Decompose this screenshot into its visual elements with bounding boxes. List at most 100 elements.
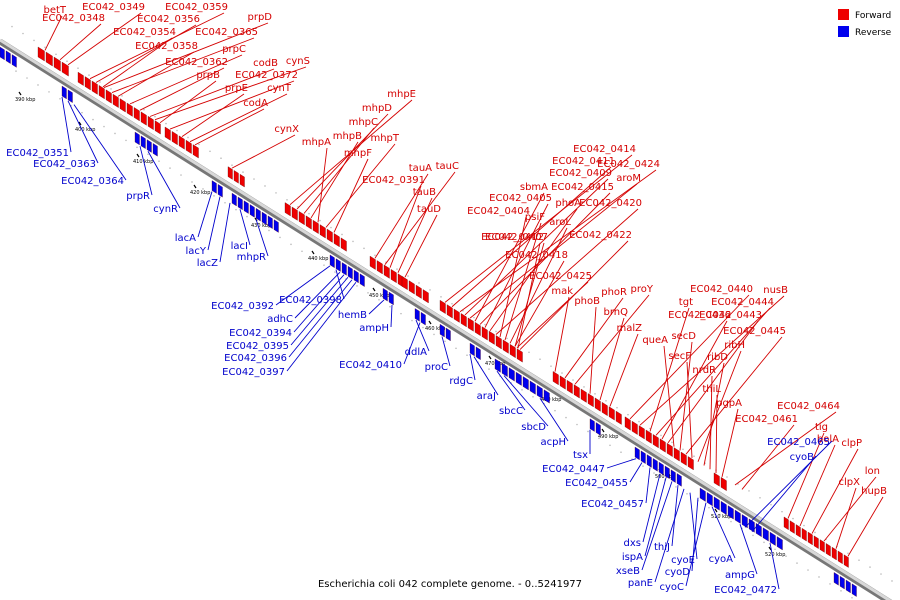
forward-gene-label: EC042_0362 [165, 57, 228, 68]
forward-gene [133, 107, 140, 122]
dot [653, 472, 655, 474]
dot [455, 347, 457, 350]
reverse-leader-line [654, 488, 685, 583]
dot [88, 74, 90, 76]
dot [389, 305, 391, 308]
reverse-leader-line [641, 481, 673, 571]
reverse-gene-label: proC [425, 362, 448, 373]
reverse-gene [762, 527, 769, 542]
forward-gene-label: prpE [225, 83, 248, 94]
dot [686, 493, 688, 495]
forward-gene-label: EC042_0404 [467, 206, 530, 217]
reverse-leader-line [689, 492, 698, 560]
forward-gene-label: mhpT [370, 133, 399, 144]
forward-leader-line [489, 208, 578, 331]
forward-gene-label: aroM [616, 173, 641, 184]
forward-gene [488, 330, 495, 345]
forward-gene [227, 166, 233, 180]
reverse-leader-line [368, 299, 385, 315]
reverse-gene [727, 505, 734, 520]
dot [22, 32, 24, 35]
dot [235, 208, 237, 211]
forward-gene-label: malZ [617, 323, 643, 334]
forward-gene [192, 144, 199, 159]
forward-gene [53, 56, 61, 72]
forward-leader-line [154, 66, 307, 121]
forward-gene [680, 451, 687, 466]
reverse-gene [646, 454, 652, 468]
reverse-gene [469, 342, 475, 357]
dot [213, 195, 215, 197]
forward-gene-label: prpC [222, 44, 246, 55]
forward-gene [819, 539, 825, 553]
forward-leader-line [649, 307, 690, 432]
forward-leader-line [504, 222, 542, 341]
kbp-tick-label: 430 kbp [251, 223, 271, 229]
reverse-gene [640, 450, 646, 464]
forward-leader-line [517, 242, 541, 349]
dot [279, 236, 281, 239]
dot [466, 354, 468, 357]
reverse-leader-line [288, 279, 353, 358]
reverse-gene [347, 265, 353, 280]
dot [11, 25, 13, 28]
dot [290, 243, 292, 246]
reverse-gene [664, 465, 670, 480]
reverse-leader-line [403, 322, 421, 365]
forward-gene-label: EC042_0444 [711, 297, 774, 308]
forward-leader-line [317, 147, 328, 223]
forward-gene-label: phoB [574, 296, 600, 307]
reverse-gene [231, 192, 237, 207]
reverse-gene [359, 273, 365, 287]
reverse-leader-line [290, 276, 349, 346]
forward-gene-label: EC042_0405 [489, 193, 552, 204]
reverse-gene [676, 473, 682, 487]
forward-gene-label: EC042_0443 [699, 310, 762, 321]
forward-gene [326, 228, 333, 243]
forward-gene-label: EC042_0440 [690, 284, 753, 295]
reverse-leader-line [286, 282, 357, 372]
forward-gene-label: EC042_0358 [135, 41, 198, 52]
forward-leader-line [404, 214, 438, 278]
dot [660, 434, 662, 437]
dot [308, 212, 310, 215]
tick-mark [488, 355, 492, 360]
forward-gene [608, 406, 615, 421]
forward-gene-label: betT [43, 5, 66, 16]
dot [367, 292, 369, 294]
dot [77, 67, 79, 69]
reverse-gene-label: EC042_0447 [542, 464, 605, 475]
reverse-leader-line [139, 146, 153, 196]
forward-gene-label: EC042_0372 [235, 70, 298, 81]
reverse-gene-label: EC042_0455 [565, 478, 628, 489]
forward-leader-line [655, 307, 771, 436]
forward-gene [638, 425, 645, 440]
reverse-gene-label: panE [628, 578, 653, 589]
forward-leader-line [514, 260, 565, 347]
reverse-leader-line [751, 455, 817, 533]
reverse-gene-label: EC042_0457 [581, 499, 644, 510]
reverse-gene-label: tsx [573, 450, 588, 461]
reverse-gene-label: thiJ [654, 542, 670, 553]
forward-gene [601, 401, 608, 416]
forward-leader-line [599, 317, 625, 401]
dot [286, 199, 288, 201]
reverse-leader-line [496, 370, 526, 411]
reverse-gene [543, 389, 550, 404]
forward-leader-line [444, 154, 633, 303]
forward-gene-label: ribH [724, 340, 745, 351]
dot [792, 517, 794, 520]
dot [609, 444, 611, 447]
forward-leader-line [189, 93, 288, 143]
reverse-leader-line [473, 356, 499, 396]
dot [858, 559, 860, 561]
forward-gene-label: EC042_0359 [165, 2, 228, 13]
reverse-gene [536, 385, 543, 400]
forward-gene [376, 260, 383, 275]
forward-leader-line [697, 350, 742, 462]
reverse-gene-label: EC042_0397 [222, 367, 285, 378]
forward-gene [37, 46, 45, 62]
dot [708, 506, 710, 509]
dot [264, 185, 266, 187]
dot [220, 157, 222, 160]
